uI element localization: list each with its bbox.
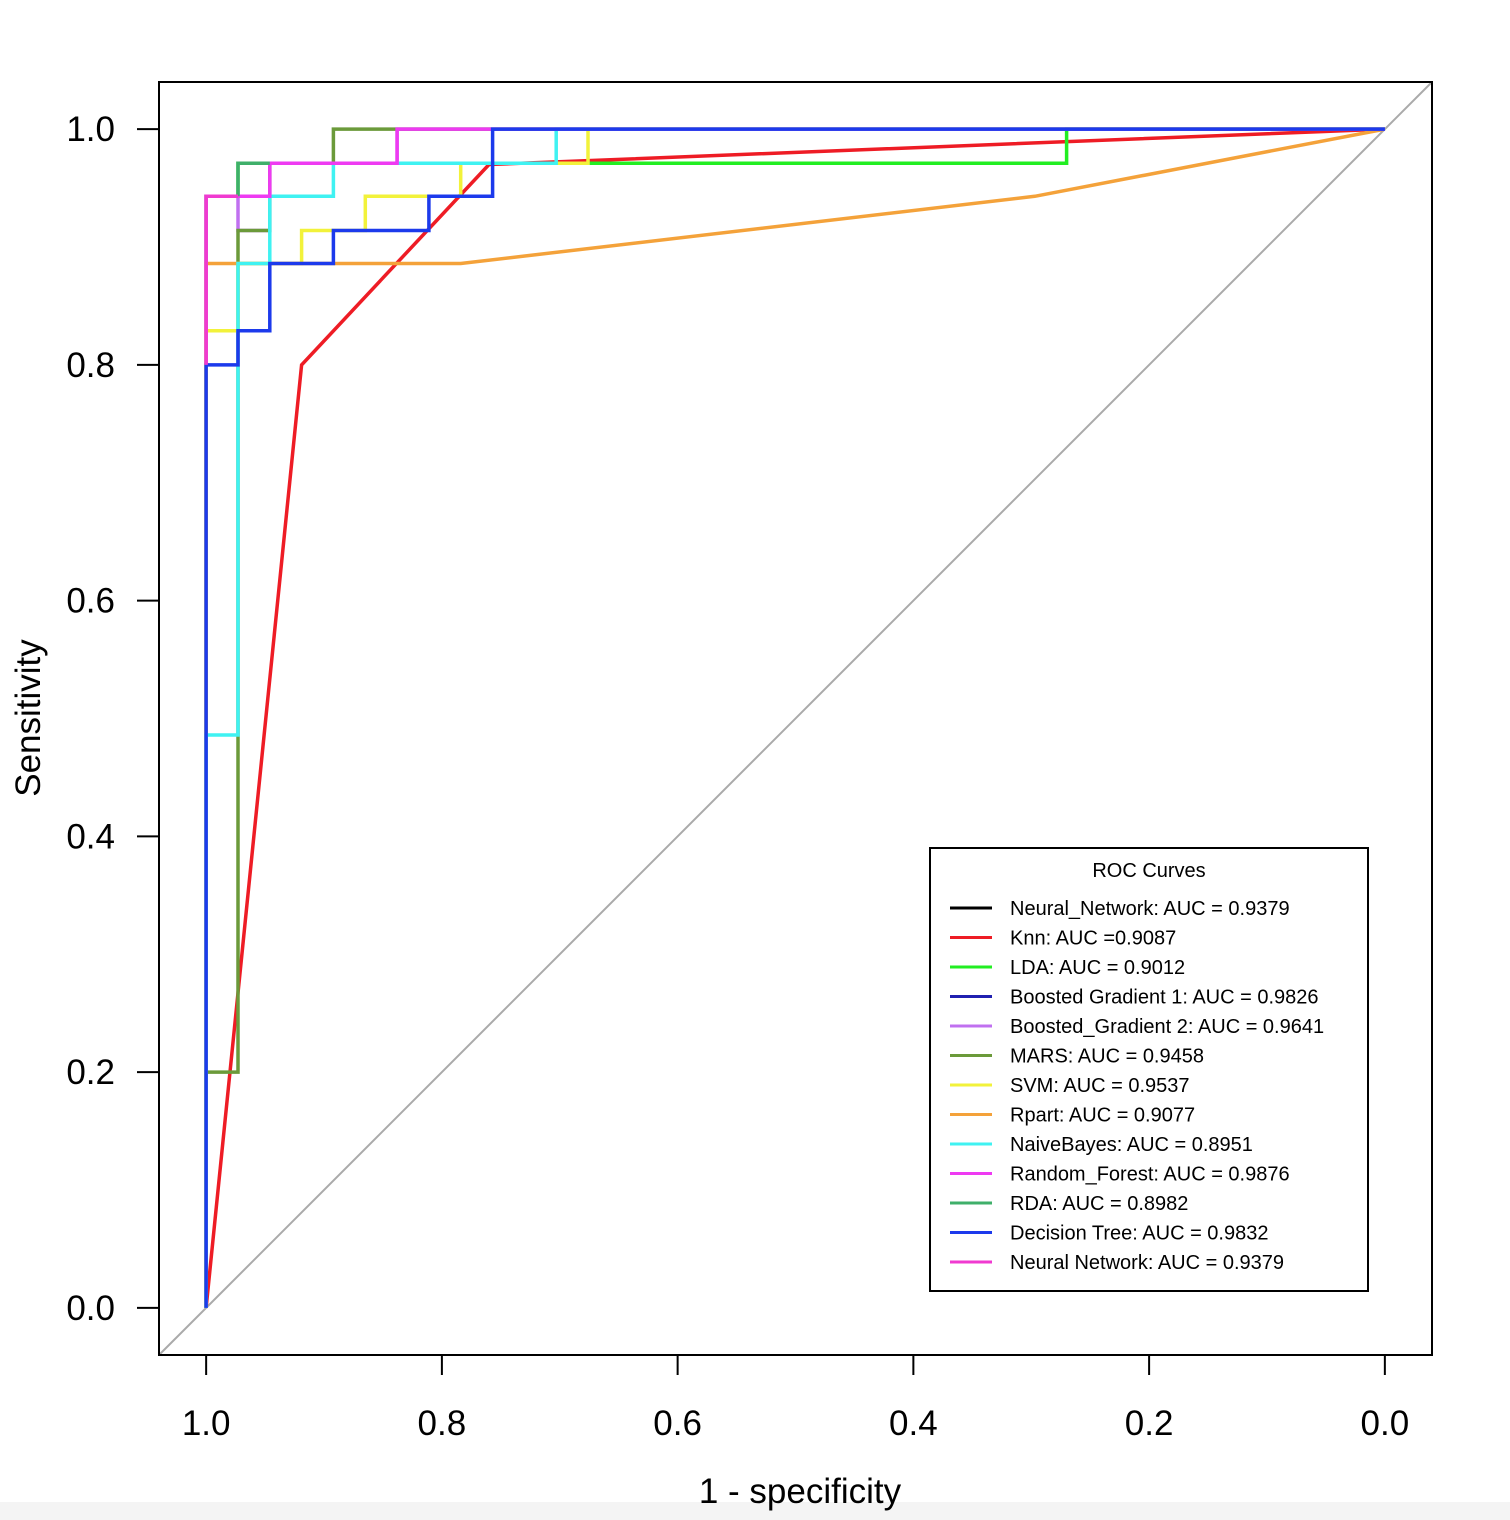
series-line-10 [236, 161, 270, 197]
legend-label: RDA: AUC = 0.8982 [1010, 1193, 1188, 1215]
y-tick-label: 0.2 [66, 1053, 115, 1092]
x-axis: 1.0 0.8 0.6 0.4 0.2 0.0 [182, 1355, 1409, 1443]
legend-title: ROC Curves [1092, 860, 1205, 882]
legend-label: Boosted_Gradient 2: AUC = 0.9641 [1010, 1016, 1324, 1038]
series-layer [204, 127, 1386, 1309]
x-tick-label: 0.8 [418, 1404, 467, 1443]
y-axis: 0.0 0.2 0.4 0.6 0.8 1.0 [66, 110, 159, 1328]
series-line-11 [204, 127, 1385, 1308]
reference-diagonal [158, 81, 1433, 1356]
x-tick-label: 0.6 [653, 1404, 702, 1443]
x-tick-label: 1.0 [182, 1404, 231, 1443]
legend-label: Neural Network: AUC = 0.9379 [1010, 1252, 1284, 1274]
y-tick-label: 1.0 [66, 110, 115, 149]
y-tick-label: 0.0 [66, 1289, 115, 1328]
y-tick-label: 0.6 [66, 582, 115, 621]
plot-frame [158, 81, 1433, 1356]
reference-line-layer [158, 81, 1433, 1356]
legend-label: NaiveBayes: AUC = 0.8951 [1010, 1134, 1253, 1156]
legend-label: MARS: AUC = 0.9458 [1010, 1046, 1204, 1068]
legend-items: Neural_Network: AUC = 0.9379 Knn: AUC =0.… [950, 898, 1324, 1274]
x-tick-label: 0.0 [1361, 1404, 1410, 1443]
legend-label: LDA: AUC = 0.9012 [1010, 957, 1185, 979]
legend-label: Neural_Network: AUC = 0.9379 [1010, 898, 1290, 920]
legend-label: Boosted Gradient 1: AUC = 0.9826 [1010, 987, 1319, 1009]
x-tick-label: 0.2 [1125, 1404, 1174, 1443]
legend-label: Rpart: AUC = 0.9077 [1010, 1105, 1195, 1127]
y-tick-label: 0.4 [66, 817, 115, 856]
bottom-bar [0, 1502, 1510, 1520]
legend-label: SVM: AUC = 0.9537 [1010, 1075, 1190, 1097]
legend-label: Decision Tree: AUC = 0.9832 [1010, 1223, 1268, 1245]
y-axis-label: Sensitivity [9, 639, 48, 797]
legend-box [929, 847, 1369, 1292]
legend-label: Knn: AUC =0.9087 [1010, 928, 1176, 950]
series-line-12 [204, 194, 238, 365]
legend: ROC Curves Neural_Network: AUC = 0.9379 K… [929, 847, 1369, 1292]
x-axis-label: 1 - specificity [699, 1472, 902, 1511]
x-tick-label: 0.4 [889, 1404, 938, 1443]
legend-label: Random_Forest: AUC = 0.9876 [1010, 1164, 1290, 1186]
y-tick-label: 0.8 [66, 346, 115, 385]
